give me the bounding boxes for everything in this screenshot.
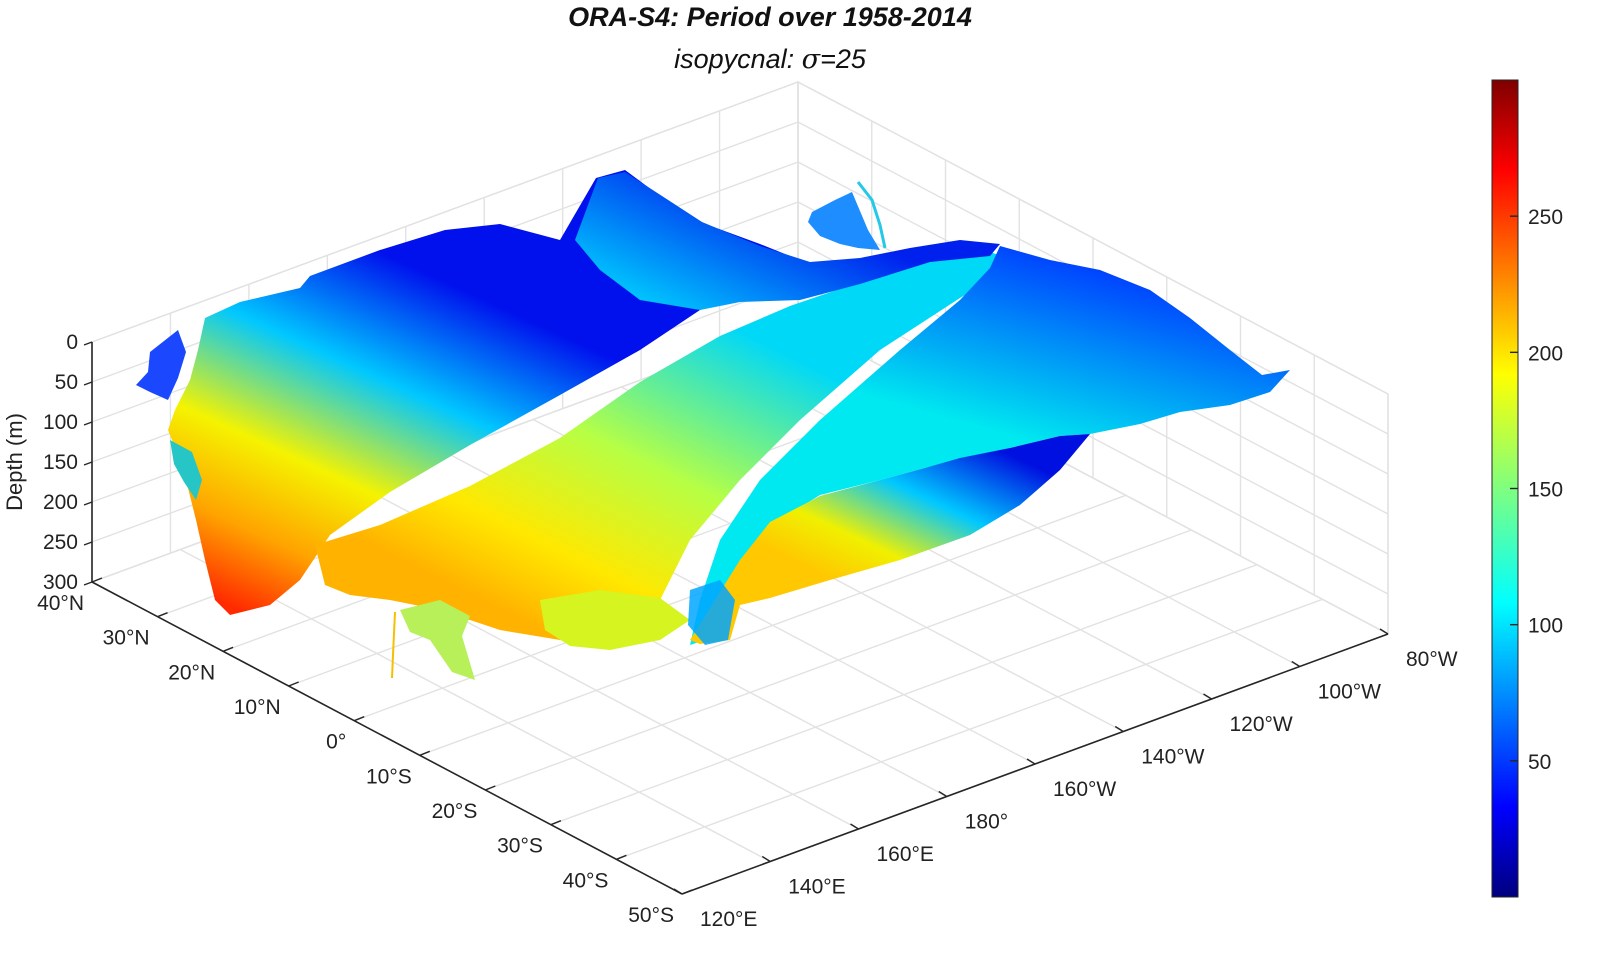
- longitude-tick-label: 100°W: [1318, 681, 1381, 704]
- depth-tick: [83, 581, 93, 586]
- longitude-tick: [938, 790, 948, 798]
- surface-east-pacific: [690, 246, 1290, 645]
- surface-indonesian-fragment: [400, 600, 475, 680]
- longitude-tick-label: 160°E: [877, 843, 934, 866]
- surface-equatorial-stripe: [688, 580, 735, 645]
- longitude-tick: [1114, 725, 1124, 733]
- longitude-tick: [1203, 693, 1212, 700]
- longitude-tick-label: 120°E: [700, 908, 757, 931]
- depth-tick: [83, 381, 93, 386]
- surface-atlantic-stripe: [856, 181, 887, 249]
- depth-tick: [83, 461, 93, 466]
- latitude-tick-label: 20°S: [432, 800, 478, 823]
- subtitle-prefix: isopycnal:: [674, 44, 802, 74]
- latitude-tick: [157, 612, 168, 618]
- latitude-tick-label: 50°S: [628, 904, 674, 927]
- longitude-tick: [1026, 758, 1036, 765]
- latitude-tick-label: 40°N: [37, 592, 84, 615]
- latitude-tick-label: 10°N: [234, 696, 281, 719]
- colorbar-ticks: 50 100 150 200 250: [1510, 206, 1563, 774]
- depth-tick: [83, 501, 93, 506]
- depth-tick-label: 100: [43, 411, 78, 434]
- latitude-tick: [91, 577, 103, 583]
- surface-south-lobe: [540, 590, 690, 650]
- longitude-tick-label: 140°E: [788, 876, 845, 899]
- subtitle-suffix: =25: [820, 44, 866, 74]
- depth-gridline-left: [91, 81, 799, 343]
- latitude-tick: [681, 889, 693, 895]
- longitude-tick-label: 140°W: [1141, 746, 1204, 769]
- colorbar: 50 100 150 200 250: [1491, 79, 1563, 898]
- latitude-tick: [485, 785, 496, 791]
- longitude-tick-label: 180°: [965, 811, 1008, 834]
- surface-atlantic-fragment: [808, 192, 880, 250]
- depth-tick-label: 300: [43, 571, 78, 594]
- depth-tick: [83, 541, 93, 546]
- latitude-tick: [288, 681, 299, 687]
- colorbar-tick-label: 150: [1528, 479, 1563, 502]
- latitude-tick: [616, 854, 627, 860]
- longitude-tick: [673, 888, 683, 895]
- latitude-tick: [353, 716, 365, 722]
- longitude-gridline: [179, 548, 771, 863]
- surface-south-pacific: [690, 434, 1090, 644]
- longitude-tick-label: 160°W: [1053, 778, 1116, 801]
- surface-west-fragment-mid: [170, 440, 202, 500]
- colorbar-tick-label: 200: [1528, 342, 1563, 365]
- surface-indonesian-stripe: [391, 611, 396, 679]
- surface-north-pacific: [575, 172, 1000, 310]
- latitude-axis-line: [91, 581, 683, 895]
- latitude-tick-label: 40°S: [563, 869, 609, 892]
- chart-subtitle: isopycnal: σ=25: [0, 44, 1540, 75]
- depth-tick: [83, 341, 93, 346]
- longitude-tick: [1291, 660, 1301, 668]
- depth-tick: [83, 421, 93, 426]
- sigma-symbol: σ: [801, 44, 821, 75]
- depth-tick-label: 200: [43, 491, 78, 514]
- latitude-tick-label: 30°N: [103, 627, 150, 650]
- longitude-tick-label: 80°W: [1406, 648, 1458, 671]
- latitude-tick: [419, 750, 431, 756]
- latitude-tick-label: 20°N: [168, 661, 215, 684]
- depth-tick-label: 50: [55, 371, 78, 394]
- colorbar-tick-label: 100: [1528, 615, 1563, 638]
- latitude-tick: [550, 820, 562, 826]
- depth-tick-label: 250: [43, 531, 78, 554]
- colorbar-tick-label: 50: [1528, 751, 1551, 774]
- chart-title: ORA-S4: Period over 1958-2014: [568, 2, 972, 32]
- depth-tick-label: 150: [43, 451, 78, 474]
- longitude-tick: [850, 823, 859, 830]
- longitude-tick: [761, 855, 771, 863]
- latitude-tick-label: 0°: [326, 731, 346, 754]
- surface-equatorial-band: [315, 252, 1020, 646]
- isopycnal-surface: [136, 170, 1290, 680]
- latitude-tick-label: 30°S: [497, 835, 543, 858]
- depth-tick-label: 0: [66, 331, 78, 354]
- colorbar-tick-label: 250: [1528, 206, 1563, 229]
- axis-ticks: [83, 341, 1389, 895]
- depth-axis-title: Depth (m): [2, 413, 27, 511]
- longitude-tick: [1379, 628, 1389, 635]
- surface-west-fragment-north: [136, 330, 186, 400]
- latitude-tick-label: 10°S: [366, 765, 412, 788]
- longitude-tick-label: 120°W: [1230, 713, 1293, 736]
- latitude-tick: [222, 646, 234, 652]
